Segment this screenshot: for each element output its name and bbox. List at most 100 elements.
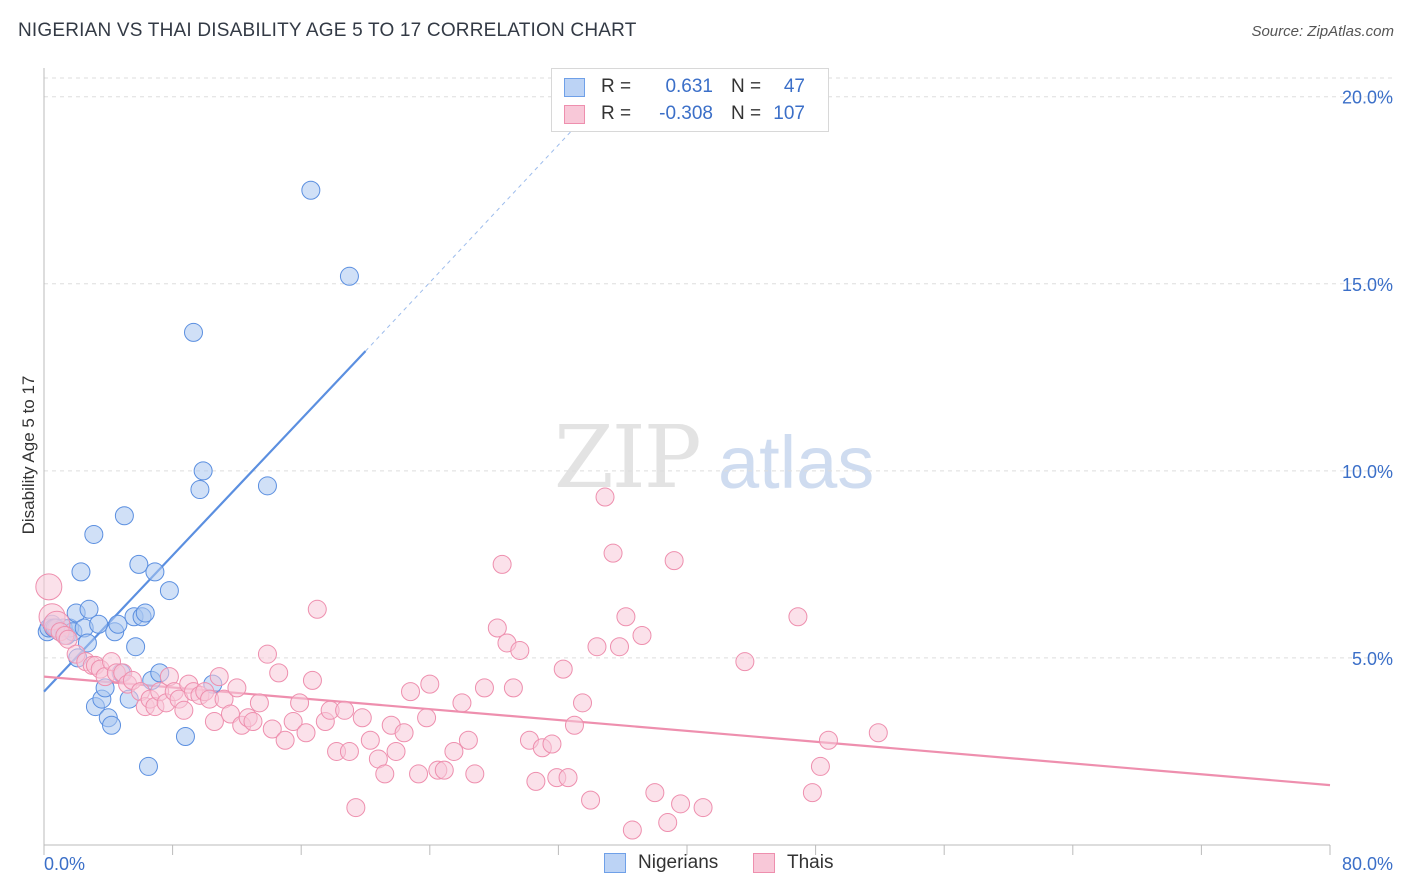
series-legend: Nigerians Thais — [0, 852, 1406, 878]
point-thais — [487, 618, 507, 638]
x-tick-label: 0.0% — [44, 854, 85, 874]
point-thais — [352, 708, 372, 728]
point-thais — [664, 551, 684, 571]
point-thais — [360, 730, 380, 750]
legend-n-value: 47 — [783, 76, 805, 97]
point-thais — [394, 723, 414, 743]
point-thais — [788, 607, 808, 627]
point-thais — [458, 730, 478, 750]
point-nigerians — [175, 726, 195, 746]
point-thais — [434, 760, 454, 780]
watermark-atlas: atlas — [718, 421, 875, 504]
point-thais — [375, 764, 395, 784]
point-thais — [818, 730, 838, 750]
point-nigerians — [190, 480, 210, 500]
point-nigerians — [138, 756, 158, 776]
point-thais — [269, 663, 289, 683]
point-nigerians — [135, 603, 155, 623]
y-tick-label: 5.0% — [1352, 649, 1393, 669]
point-nigerians — [77, 633, 97, 653]
point-thais — [417, 708, 437, 728]
point-thais — [283, 712, 303, 732]
x-tick-label: 80.0% — [1342, 854, 1393, 874]
legend-item-thais[interactable]: Thais — [753, 852, 833, 874]
point-thais — [275, 730, 295, 750]
point-thais — [243, 712, 263, 732]
point-thais — [346, 798, 366, 818]
legend-item-nigerians[interactable]: Nigerians — [604, 852, 718, 874]
legend-swatch-thais — [753, 853, 775, 873]
legend-r-value: 0.631 — [665, 76, 713, 97]
point-thais — [553, 659, 573, 679]
correlation-legend: R = 0.631 N = 47 R = -0.308 N = 107 — [551, 68, 829, 132]
point-thais — [474, 678, 494, 698]
legend-n-label: N = — [731, 103, 762, 124]
axis-labels: 5.0% 10.0% 15.0% 20.0% 0.0% 80.0% Disability A… — [19, 88, 1393, 874]
point-nigerians — [102, 715, 122, 735]
point-thais — [209, 667, 229, 687]
point-thais — [257, 644, 277, 664]
point-thais — [227, 678, 247, 698]
point-thais — [386, 741, 406, 761]
point-thais — [581, 790, 601, 810]
point-nigerians — [84, 524, 104, 544]
point-thais — [174, 700, 194, 720]
y-axis-label: Disability Age 5 to 17 — [19, 376, 38, 535]
point-nigerians — [301, 180, 321, 200]
point-thais — [503, 678, 523, 698]
point-thais — [616, 607, 636, 627]
point-thais — [564, 715, 584, 735]
point-thais — [868, 723, 888, 743]
point-thais — [290, 693, 310, 713]
point-thais — [35, 573, 63, 601]
point-thais — [510, 640, 530, 660]
point-thais — [573, 693, 593, 713]
point-nigerians — [79, 599, 99, 619]
y-tick-label: 20.0% — [1342, 88, 1393, 108]
point-thais — [693, 798, 713, 818]
point-thais — [58, 629, 78, 649]
legend-row-thais: R = -0.308 N = 107 — [564, 102, 805, 126]
point-nigerians — [183, 322, 203, 342]
point-thais — [558, 768, 578, 788]
point-thais — [401, 682, 421, 702]
legend-row-nigerians: R = 0.631 N = 47 — [564, 75, 805, 99]
trendline-extension-nigerians — [365, 118, 583, 352]
point-thais — [465, 764, 485, 784]
point-thais — [204, 712, 224, 732]
point-thais — [658, 813, 678, 833]
y-tick-label: 15.0% — [1342, 275, 1393, 295]
point-thais — [249, 693, 269, 713]
point-thais — [335, 700, 355, 720]
point-nigerians — [257, 476, 277, 496]
legend-label-thais: Thais — [787, 852, 834, 873]
point-nigerians — [129, 554, 149, 574]
axes — [43, 68, 1331, 855]
chart-title: NIGERIAN VS THAI DISABILITY AGE 5 TO 17 … — [18, 20, 637, 41]
point-nigerians — [193, 461, 213, 481]
legend-n-label: N = — [731, 76, 762, 97]
legend-swatch-thais — [564, 104, 585, 124]
point-thais — [622, 820, 642, 840]
point-thais — [452, 693, 472, 713]
point-thais — [609, 637, 629, 657]
point-thais — [645, 783, 665, 803]
point-thais — [603, 543, 623, 563]
legend-n-value: 107 — [773, 103, 805, 124]
point-thais — [409, 764, 429, 784]
point-thais — [444, 741, 464, 761]
watermark-zip: ZIP — [554, 408, 702, 508]
point-nigerians — [71, 562, 91, 582]
point-nigerians — [114, 506, 134, 526]
legend-swatch-nigerians — [604, 853, 626, 873]
point-thais — [735, 652, 755, 672]
point-thais — [810, 756, 830, 776]
point-thais — [587, 637, 607, 657]
point-nigerians — [339, 266, 359, 286]
legend-label-nigerians: Nigerians — [638, 852, 719, 873]
point-thais — [420, 674, 440, 694]
gridlines — [44, 77, 1392, 659]
legend-r-label: R = — [601, 103, 632, 124]
point-thais — [339, 741, 359, 761]
point-thais — [632, 625, 652, 645]
